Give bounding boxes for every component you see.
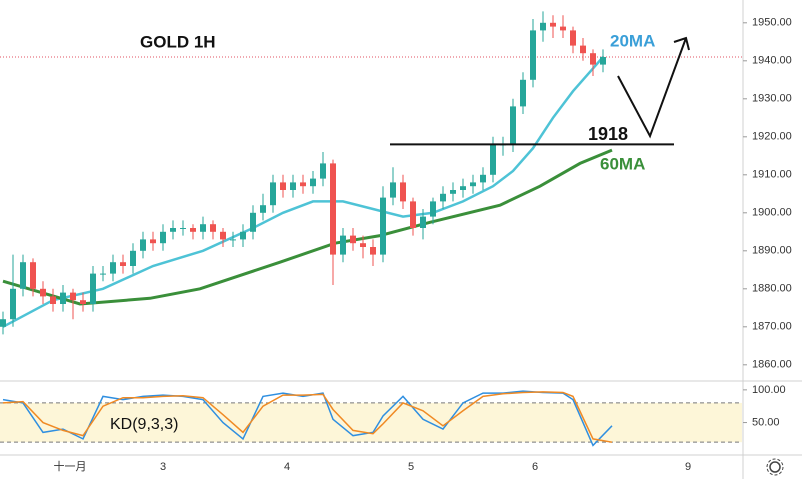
kd-title: KD(9,3,3) xyxy=(110,416,178,433)
candle-body xyxy=(540,22,546,31)
candle-body xyxy=(70,292,76,301)
candle-body xyxy=(80,300,86,304)
candle-body xyxy=(40,288,46,297)
candle-body xyxy=(60,292,66,304)
candle-body xyxy=(260,205,266,213)
candle-body xyxy=(450,190,456,194)
candle-body xyxy=(240,231,246,240)
candle-body xyxy=(90,273,96,304)
candle-body xyxy=(420,216,426,228)
x-tick-label: 5 xyxy=(408,461,414,473)
candle-body xyxy=(460,186,466,190)
candle-body xyxy=(350,235,356,244)
candle-body xyxy=(600,57,606,65)
candle-body xyxy=(200,224,206,232)
candle-body xyxy=(410,201,416,228)
ma-line xyxy=(2,148,613,306)
candle-body xyxy=(390,182,396,198)
candle-body xyxy=(180,228,186,229)
x-tick-label: 3 xyxy=(160,461,166,473)
candle-body xyxy=(490,144,496,175)
candle-body xyxy=(230,239,236,241)
chart-title: GOLD 1H xyxy=(140,32,216,51)
candle-body xyxy=(310,178,316,187)
candle-body xyxy=(340,235,346,255)
y-tick-label: 1900.00 xyxy=(752,207,792,219)
candle-body xyxy=(220,231,226,240)
candle-body xyxy=(10,288,16,320)
candle-body xyxy=(120,262,126,266)
y-tick-label: 1910.00 xyxy=(752,169,792,181)
candle-body xyxy=(530,30,536,80)
y-tick-label: 1880.00 xyxy=(752,283,792,295)
candle-body xyxy=(20,262,26,289)
candle-body xyxy=(380,197,386,255)
y-tick-label: 1920.00 xyxy=(752,131,792,143)
kd-line xyxy=(2,391,613,443)
kd-panel: 50.00 100.00 xyxy=(0,384,786,447)
candle-body xyxy=(170,228,176,232)
y-tick-label: 50.00 xyxy=(752,416,780,428)
price-panel: 1860.00 1870.00 1880.00 1890.00 1900.00 1910.… xyxy=(0,11,792,371)
y-tick-label: 1940.00 xyxy=(752,55,792,67)
candle-body xyxy=(110,262,116,274)
candle-body xyxy=(570,30,576,46)
candle-body xyxy=(330,163,336,255)
x-tick-label: 十一月 xyxy=(54,459,87,473)
candle-body xyxy=(320,163,326,179)
candle-body xyxy=(270,182,276,206)
kd-band xyxy=(0,402,742,443)
settings-icon[interactable] xyxy=(766,458,784,476)
x-tick-label: 9 xyxy=(685,461,691,473)
candle-body xyxy=(360,243,366,247)
ma-line xyxy=(2,56,604,328)
y-tick-label: 1950.00 xyxy=(752,17,792,29)
y-tick-label: 1930.00 xyxy=(752,93,792,105)
candle-body xyxy=(130,250,136,266)
candle-body xyxy=(580,45,586,54)
candle-body xyxy=(30,262,36,289)
kd-line xyxy=(2,390,613,447)
candle-body xyxy=(520,79,526,107)
candle-body xyxy=(560,26,566,31)
x-tick-label: 6 xyxy=(532,461,538,473)
candle-body xyxy=(210,224,216,232)
candle-body xyxy=(140,239,146,251)
candle-body xyxy=(440,193,446,202)
candle-body xyxy=(150,239,156,244)
candle-body xyxy=(290,182,296,190)
candle-body xyxy=(430,201,436,217)
legend-label: 60MA xyxy=(600,154,645,173)
y-tick-label: 1870.00 xyxy=(752,321,792,333)
candle-body xyxy=(550,22,556,27)
y-tick-label: 100.00 xyxy=(752,384,786,396)
legend-label: 20MA xyxy=(610,31,655,50)
candle-body xyxy=(590,53,596,65)
candle-body xyxy=(480,174,486,183)
candle-body xyxy=(0,319,6,327)
candle-body xyxy=(300,182,306,187)
candle-body xyxy=(510,106,516,145)
x-tick-label: 4 xyxy=(284,461,290,473)
candle-body xyxy=(100,273,106,275)
forecast-arrow xyxy=(617,36,690,139)
y-tick-label: 1890.00 xyxy=(752,245,792,257)
candle-body xyxy=(250,212,256,232)
candle-body xyxy=(280,182,286,190)
y-tick-label: 1860.00 xyxy=(752,359,792,371)
candle-body xyxy=(190,228,196,232)
level-label: 1918 xyxy=(588,124,628,144)
candle-body xyxy=(160,231,166,244)
candle-body xyxy=(370,247,376,255)
candle-body xyxy=(470,182,476,187)
candle-body xyxy=(50,296,56,304)
candle-body xyxy=(400,182,406,202)
